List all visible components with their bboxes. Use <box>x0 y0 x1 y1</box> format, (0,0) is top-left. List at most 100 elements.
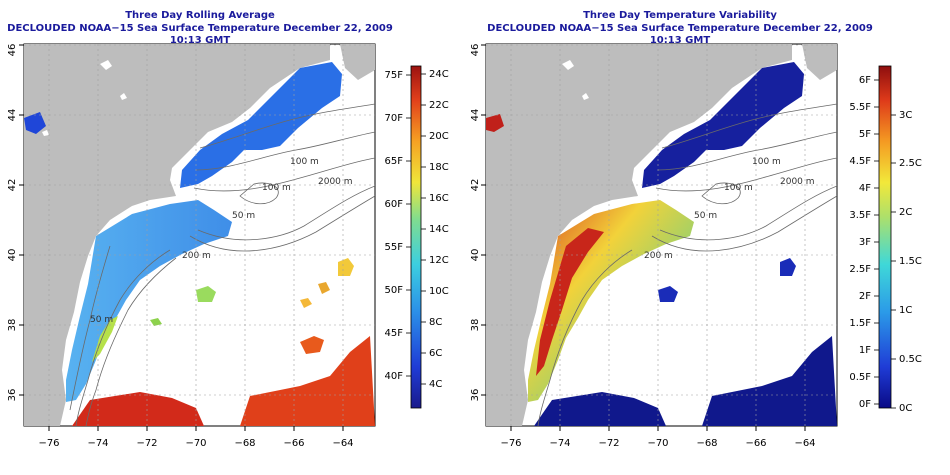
x-axis-labels: −76 −74 −72 −70 −68 −66 −64 <box>38 438 353 449</box>
nova-scotia-land <box>802 44 837 80</box>
colorbar-ticks <box>406 73 426 385</box>
bathymetry-contours <box>69 103 375 426</box>
land-mass <box>486 44 792 426</box>
x-tick-label: −76 <box>500 438 521 449</box>
right-panel: Three Day Temperature Variability DECLOU… <box>470 0 945 475</box>
colorbar-c-label: 6C <box>429 348 442 359</box>
y-tick-label: 40 <box>7 249 18 262</box>
colorbar-c-label: 0.5C <box>899 354 922 365</box>
colorbar-c-label: 0C <box>899 403 912 414</box>
x-axis-labels: −76 −74 −72 −70 −68 −66 −64 <box>500 438 815 449</box>
x-tick-label: −68 <box>696 438 717 449</box>
colorbar-c-label: 8C <box>429 317 442 328</box>
left-panel: Three Day Rolling Average DECLOUDED NOAA… <box>7 10 449 449</box>
y-tick-label: 36 <box>470 389 481 402</box>
colorbar-f-label: 3.5F <box>849 210 871 221</box>
variability-patch <box>780 258 796 276</box>
colorbar-f-label: 2.5F <box>849 264 871 275</box>
colorbar-c-label: 18C <box>429 162 449 173</box>
colorbar-fahrenheit-labels: 6F 5.5F 5F 4.5F 4F 3.5F 3F 2.5F 2F 1.5F … <box>849 75 871 410</box>
x-tick-label: −64 <box>794 438 815 449</box>
x-tick-label: −72 <box>136 438 157 449</box>
sst-warm-patch <box>318 282 330 294</box>
x-tick-label: −66 <box>745 438 766 449</box>
colorbar-f-label: 4.5F <box>849 156 871 167</box>
x-tick-label: −74 <box>87 438 108 449</box>
colorbar <box>878 65 892 409</box>
left-panel-title: Three Day Rolling Average <box>125 10 275 21</box>
colorbar-f-label: 60F <box>385 199 404 210</box>
sst-shelf <box>66 200 232 402</box>
lake <box>120 93 127 100</box>
contour-label: 2000 m <box>780 177 815 187</box>
colorbar-celsius-labels: 3C 2.5C 2C 1.5C 1C 0.5C 0C <box>899 110 922 414</box>
y-tick-label: 42 <box>470 179 481 192</box>
y-tick-label: 46 <box>7 44 18 57</box>
variability-offshore <box>534 392 666 426</box>
y-axis-labels: 36 38 40 42 44 46 <box>7 44 18 402</box>
y-tick-label: 38 <box>7 319 18 332</box>
contour-label: 50 m <box>694 211 717 221</box>
colorbar-f-label: 55F <box>385 242 404 253</box>
sst-warm-edge <box>92 316 118 362</box>
colorbar-f-label: 5F <box>859 129 871 140</box>
grid-lines <box>486 44 837 426</box>
lake <box>582 93 589 100</box>
lake <box>100 60 112 70</box>
axis-ticks <box>19 44 344 431</box>
y-tick-label: 38 <box>470 319 481 332</box>
colorbar-f-label: 50F <box>385 285 404 296</box>
colorbar-f-label: 1.5F <box>849 318 871 329</box>
nova-scotia-land <box>340 44 375 80</box>
contour-label: 100 m <box>290 157 319 167</box>
x-tick-label: −66 <box>283 438 304 449</box>
colorbar <box>410 65 422 409</box>
axis-ticks <box>481 44 806 431</box>
colorbar-c-label: 14C <box>429 224 449 235</box>
sst-warm-patch <box>72 392 204 426</box>
variability-red-band <box>536 228 604 376</box>
colorbar-c-label: 3C <box>899 110 912 121</box>
contour-label: 50 m <box>90 315 113 325</box>
colorbar-c-label: 22C <box>429 100 449 111</box>
colorbar-c-label: 4C <box>429 379 442 390</box>
contour-label: 200 m <box>644 251 673 261</box>
x-tick-label: −64 <box>332 438 353 449</box>
colorbar-f-label: 40F <box>385 371 404 382</box>
contour-label: 100 m <box>262 183 291 193</box>
left-panel-subtitle: DECLOUDED NOAA−15 Sea Surface Temperatur… <box>7 23 393 46</box>
x-tick-label: −70 <box>647 438 668 449</box>
y-tick-label: 42 <box>7 179 18 192</box>
colorbar-c-label: 24C <box>429 69 449 80</box>
contour-label: 200 m <box>182 251 211 261</box>
sst-orange-patch <box>300 298 312 308</box>
grid-lines <box>24 44 375 426</box>
contour-label: 50 m <box>232 211 255 221</box>
colorbar-f-label: 4F <box>859 183 871 194</box>
x-tick-label: −76 <box>38 438 59 449</box>
x-tick-label: −72 <box>598 438 619 449</box>
colorbar-c-label: 2C <box>899 207 912 218</box>
sst-warm-patch <box>240 336 375 426</box>
colorbar-f-label: 2F <box>859 291 871 302</box>
colorbar-c-label: 2.5C <box>899 158 922 169</box>
right-panel-subtitle: DECLOUDED NOAA−15 Sea Surface Temperatur… <box>487 23 873 46</box>
colorbar-f-label: 1F <box>859 345 871 356</box>
contour-label: 100 m <box>752 157 781 167</box>
colorbar-f-label: 5.5F <box>849 102 871 113</box>
sst-warm-patch <box>338 258 354 276</box>
land-mass <box>24 44 330 426</box>
left-map-figure: 100 m 100 m 2000 m 50 m 200 m 50 m <box>7 43 449 449</box>
contour-label: 2000 m <box>318 177 353 187</box>
sst-warm-patch <box>300 336 324 354</box>
colorbar-c-label: 20C <box>429 131 449 142</box>
y-tick-label: 44 <box>470 109 481 122</box>
colorbar-f-label: 0.5F <box>849 372 871 383</box>
colorbar-fahrenheit-labels: 75F 70F 65F 60F 55F 50F 45F 40F <box>385 70 404 382</box>
x-tick-label: −68 <box>234 438 255 449</box>
colorbar-c-label: 16C <box>429 193 449 204</box>
y-tick-label: 40 <box>470 249 481 262</box>
colorbar-f-label: 45F <box>385 328 404 339</box>
lake <box>42 130 49 136</box>
colorbar-f-label: 6F <box>859 75 871 86</box>
